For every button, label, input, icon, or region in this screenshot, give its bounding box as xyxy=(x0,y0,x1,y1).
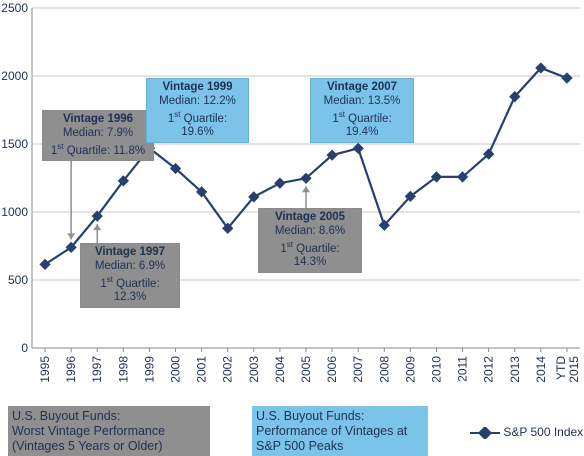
annotation-median: Median: 13.5% xyxy=(323,94,401,107)
y-tick-label: 1500 xyxy=(1,137,28,151)
data-point xyxy=(39,258,51,271)
x-tick-label: 2007 xyxy=(351,356,365,383)
data-point xyxy=(222,222,234,234)
annotation-title: Vintage 1997 xyxy=(94,246,166,258)
x-tick-label: 1998 xyxy=(116,356,130,383)
data-point xyxy=(326,149,338,161)
annotation-quartile: 1st Quartile: 12.3% xyxy=(100,275,160,304)
x-tick-label: 1997 xyxy=(90,356,104,383)
annotation-vintage-1997: Vintage 1997 Median: 6.9% 1st Quartile: … xyxy=(80,243,180,308)
annotation-title: Vintage 1999 xyxy=(162,81,233,93)
data-point xyxy=(561,72,573,84)
data-point xyxy=(483,148,495,160)
x-tick-label: 2004 xyxy=(273,356,287,383)
annotation-median: Median: 8.6% xyxy=(274,224,346,237)
x-tick-label: 2009 xyxy=(403,356,417,383)
annotation-title: Vintage 1996 xyxy=(62,113,134,125)
x-tick-label: 1996 xyxy=(64,356,78,383)
annotation-title: Vintage 2005 xyxy=(274,211,346,223)
x-tick-label: 2008 xyxy=(377,356,391,383)
arrow-1996-head xyxy=(67,233,76,240)
annotation-vintage-1999: Vintage 1999 Median: 12.2% 1st Quartile:… xyxy=(146,78,249,143)
y-tick-label: 0 xyxy=(21,341,28,355)
data-point xyxy=(300,172,312,184)
annotation-quartile: 1st Quartile: 11.8% xyxy=(50,142,146,157)
annotation-vintage-1996: Vintage 1996 Median: 7.9% 1st Quartile: … xyxy=(42,110,154,162)
x-tick-label: 1995 xyxy=(38,356,52,383)
series-legend-marker-icon xyxy=(470,425,500,440)
annotation-median: Median: 12.2% xyxy=(159,94,236,107)
data-point xyxy=(274,177,286,189)
x-tick-label: 1999 xyxy=(142,356,156,383)
series-legend-label: S&P 500 Index xyxy=(503,425,584,439)
y-axis: 0 500 1000 1500 2000 2500 xyxy=(1,1,33,355)
arrow-1997-head xyxy=(93,224,102,231)
data-point xyxy=(456,171,469,183)
y-tick-label: 1000 xyxy=(1,205,28,219)
annotation-quartile: 1st Quartile: 14.3% xyxy=(280,240,340,269)
x-tick-label: 2005 xyxy=(299,356,313,383)
annotation-vintage-2007: Vintage 2007 Median: 13.5% 1st Quartile:… xyxy=(310,78,414,143)
x-tick-label: 2002 xyxy=(221,356,235,383)
x-tick-label: 2001 xyxy=(195,356,209,383)
x-tick-label: 2012 xyxy=(482,356,496,383)
data-point xyxy=(248,191,260,203)
annotation-median: Median: 6.9% xyxy=(94,259,166,272)
x-tick-label: 2006 xyxy=(325,356,339,383)
annotation-median: Median: 7.9% xyxy=(62,126,134,139)
x-tick-label: 2003 xyxy=(247,356,261,383)
data-point xyxy=(352,142,364,155)
y-tick-label: 2500 xyxy=(1,1,28,15)
annotation-vintage-2005: Vintage 2005 Median: 8.6% 1st Quartile: … xyxy=(258,208,362,273)
data-point xyxy=(378,219,390,231)
arrow-2005-head xyxy=(302,186,310,193)
y-tick-label: 2000 xyxy=(1,69,28,83)
legend-worst-vintage: U.S. Buyout Funds: Worst Vintage Perform… xyxy=(8,406,210,456)
annotation-quartile: 1st Quartile: 19.4% xyxy=(332,110,392,139)
series-legend: S&P 500 Index xyxy=(470,425,584,440)
legend-peak-vintages: U.S. Buyout Funds: Performance of Vintag… xyxy=(252,406,428,456)
data-point xyxy=(430,171,443,183)
data-point xyxy=(169,162,182,175)
data-point xyxy=(404,190,417,203)
x-axis: 1995 1996 1997 1998 1999 2000 2001 2002 2003 2004… xyxy=(32,347,581,383)
annotation-quartile: 1st Quartile: 19.6% xyxy=(167,110,228,139)
x-tick-label: 2000 xyxy=(169,356,183,383)
annotation-title: Vintage 2007 xyxy=(326,81,398,93)
x-tick-label: 2013 xyxy=(508,356,522,383)
x-tick-label: YTD2015 xyxy=(554,356,581,383)
y-tick-label: 500 xyxy=(8,273,28,287)
x-tick-label: 2010 xyxy=(429,356,443,383)
x-tick-label: 2011 xyxy=(456,356,470,382)
x-tick-label: 2014 xyxy=(534,356,548,383)
data-point xyxy=(195,186,208,198)
